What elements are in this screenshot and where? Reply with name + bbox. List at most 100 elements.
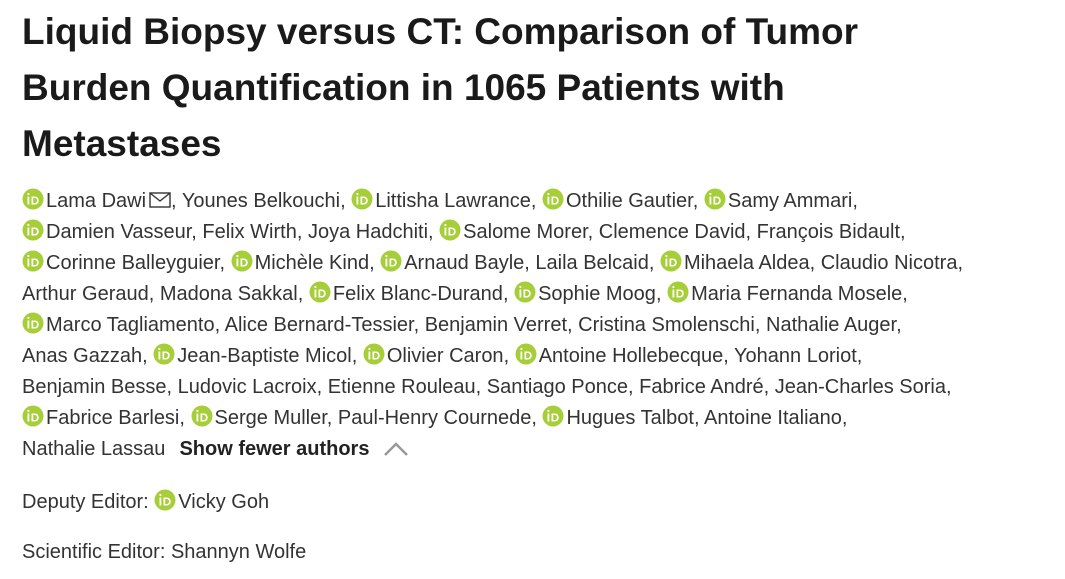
author-name: Damien Vasseur bbox=[46, 221, 192, 243]
separator: , bbox=[369, 252, 375, 274]
author-name: Paul-Henry Cournede bbox=[337, 407, 532, 429]
chevron-up[interactable] bbox=[383, 436, 409, 456]
author-name: Serge Muller bbox=[214, 407, 327, 429]
separator: , bbox=[171, 190, 177, 212]
orcid-icon[interactable] bbox=[667, 281, 689, 303]
orcid-icon[interactable] bbox=[514, 281, 536, 303]
separator: , bbox=[191, 221, 197, 243]
author-name: Samy Ammari bbox=[727, 190, 853, 212]
orcid-icon[interactable] bbox=[153, 343, 175, 365]
orcid-icon[interactable] bbox=[22, 219, 44, 241]
orcid-icon[interactable] bbox=[22, 312, 44, 334]
email-icon[interactable] bbox=[149, 187, 171, 208]
orcid-icon[interactable] bbox=[351, 188, 373, 210]
separator: , bbox=[692, 190, 699, 212]
author-name: Benjamin Verret bbox=[424, 314, 568, 336]
separator: , bbox=[754, 314, 761, 336]
author: Ludovic Lacroix bbox=[178, 376, 317, 398]
author: Salome Morer bbox=[439, 219, 588, 243]
author-name: Nathalie Lassau bbox=[22, 438, 166, 460]
author: Yohann Loriot bbox=[734, 345, 857, 367]
author-name: Antoine Italiano bbox=[704, 407, 842, 429]
separator: , bbox=[841, 407, 848, 429]
author: Clemence David bbox=[599, 221, 746, 243]
author: Cristina Smolenschi bbox=[578, 314, 755, 336]
editor-name: Shannyn Wolfe bbox=[170, 541, 307, 563]
separator: , bbox=[900, 221, 906, 243]
author: Serge Muller bbox=[191, 405, 327, 429]
author: Fabrice Barlesi bbox=[22, 405, 179, 429]
orcid-icon[interactable] bbox=[542, 405, 564, 427]
author-line: Nathalie Lassau Show fewer authors bbox=[22, 434, 1062, 465]
author: Santiago Ponce bbox=[487, 376, 628, 398]
separator: , bbox=[531, 407, 537, 429]
author-line: Anas Gazzah, Jean-Baptiste Micol, Olivie… bbox=[22, 341, 1062, 372]
author-name: Madona Sakkal bbox=[159, 283, 298, 305]
separator: , bbox=[179, 407, 185, 429]
orcid-icon[interactable] bbox=[363, 343, 385, 365]
orcid-icon[interactable] bbox=[154, 489, 176, 511]
editor-role: Scientific Editor: bbox=[22, 541, 166, 563]
orcid-icon[interactable] bbox=[309, 281, 331, 303]
author-name: Othilie Gautier bbox=[566, 190, 693, 212]
orcid-icon[interactable] bbox=[22, 188, 44, 210]
orcid-icon[interactable] bbox=[380, 250, 402, 272]
author-name: Arnaud Bayle bbox=[404, 252, 525, 274]
separator: , bbox=[296, 221, 303, 243]
separator: , bbox=[763, 376, 770, 398]
author: Younes Belkouchi bbox=[182, 190, 340, 212]
author-name: Marco Tagliamento bbox=[46, 314, 215, 336]
separator: , bbox=[316, 376, 323, 398]
separator: , bbox=[475, 376, 482, 398]
separator: , bbox=[852, 190, 858, 212]
author-name: Corinne Balleyguier bbox=[46, 252, 220, 274]
orcid-icon[interactable] bbox=[439, 219, 461, 241]
separator: , bbox=[297, 283, 304, 305]
author-line: Damien Vasseur, Felix Wirth, Joya Hadchi… bbox=[22, 217, 1062, 248]
author: Othilie Gautier bbox=[542, 188, 693, 212]
author-name: Littisha Lawrance bbox=[375, 190, 531, 212]
author-name: Hugues Talbot bbox=[566, 407, 694, 429]
orcid-icon[interactable] bbox=[231, 250, 253, 272]
article-title: Liquid Biopsy versus CT: Comparison of T… bbox=[22, 11, 858, 164]
author: Sophie Moog bbox=[514, 281, 656, 305]
orcid-icon[interactable] bbox=[515, 343, 537, 365]
author-name: Michèle Kind bbox=[254, 252, 370, 274]
author-line: Lama Dawi, Younes Belkouchi, Littisha La… bbox=[22, 186, 1062, 217]
author: Anas Gazzah bbox=[22, 345, 142, 367]
author: Damien Vasseur bbox=[22, 219, 192, 243]
separator: , bbox=[628, 376, 634, 398]
separator: , bbox=[902, 283, 908, 305]
separator: , bbox=[567, 314, 573, 336]
separator: , bbox=[530, 190, 537, 212]
author-name: Lama Dawi bbox=[46, 190, 147, 212]
orcid-icon[interactable] bbox=[660, 250, 682, 272]
separator: , bbox=[957, 252, 964, 274]
author-line: Fabrice Barlesi, Serge Muller, Paul-Henr… bbox=[22, 403, 1062, 434]
separator: , bbox=[326, 407, 333, 429]
orcid-icon[interactable] bbox=[542, 188, 564, 210]
separator: , bbox=[856, 345, 863, 367]
author: Littisha Lawrance bbox=[351, 188, 531, 212]
orcid-icon[interactable] bbox=[704, 188, 726, 210]
author: Joya Hadchiti bbox=[308, 221, 428, 243]
separator: , bbox=[351, 345, 358, 367]
editor-role: Deputy Editor: bbox=[22, 491, 149, 513]
author-line: Benjamin Besse, Ludovic Lacroix, Etienne… bbox=[22, 372, 1062, 403]
orcid-icon[interactable] bbox=[22, 250, 44, 272]
author-name: François Bidault bbox=[756, 221, 901, 243]
separator: , bbox=[745, 221, 752, 243]
author-name: Claudio Nicotra bbox=[820, 252, 958, 274]
author: Hugues Talbot bbox=[542, 405, 694, 429]
author-name: Jean-Baptiste Micol bbox=[177, 345, 352, 367]
author: Benjamin Besse bbox=[22, 376, 167, 398]
orcid-icon[interactable] bbox=[191, 405, 213, 427]
orcid-icon[interactable] bbox=[22, 405, 44, 427]
author-line: Corinne Balleyguier, Michèle Kind, Arnau… bbox=[22, 248, 1062, 279]
author: Benjamin Verret bbox=[425, 314, 567, 336]
author: Etienne Rouleau bbox=[328, 376, 476, 398]
toggle-authors[interactable]: Show fewer authors bbox=[179, 438, 370, 460]
separator: , bbox=[945, 376, 952, 398]
separator: , bbox=[219, 252, 225, 274]
